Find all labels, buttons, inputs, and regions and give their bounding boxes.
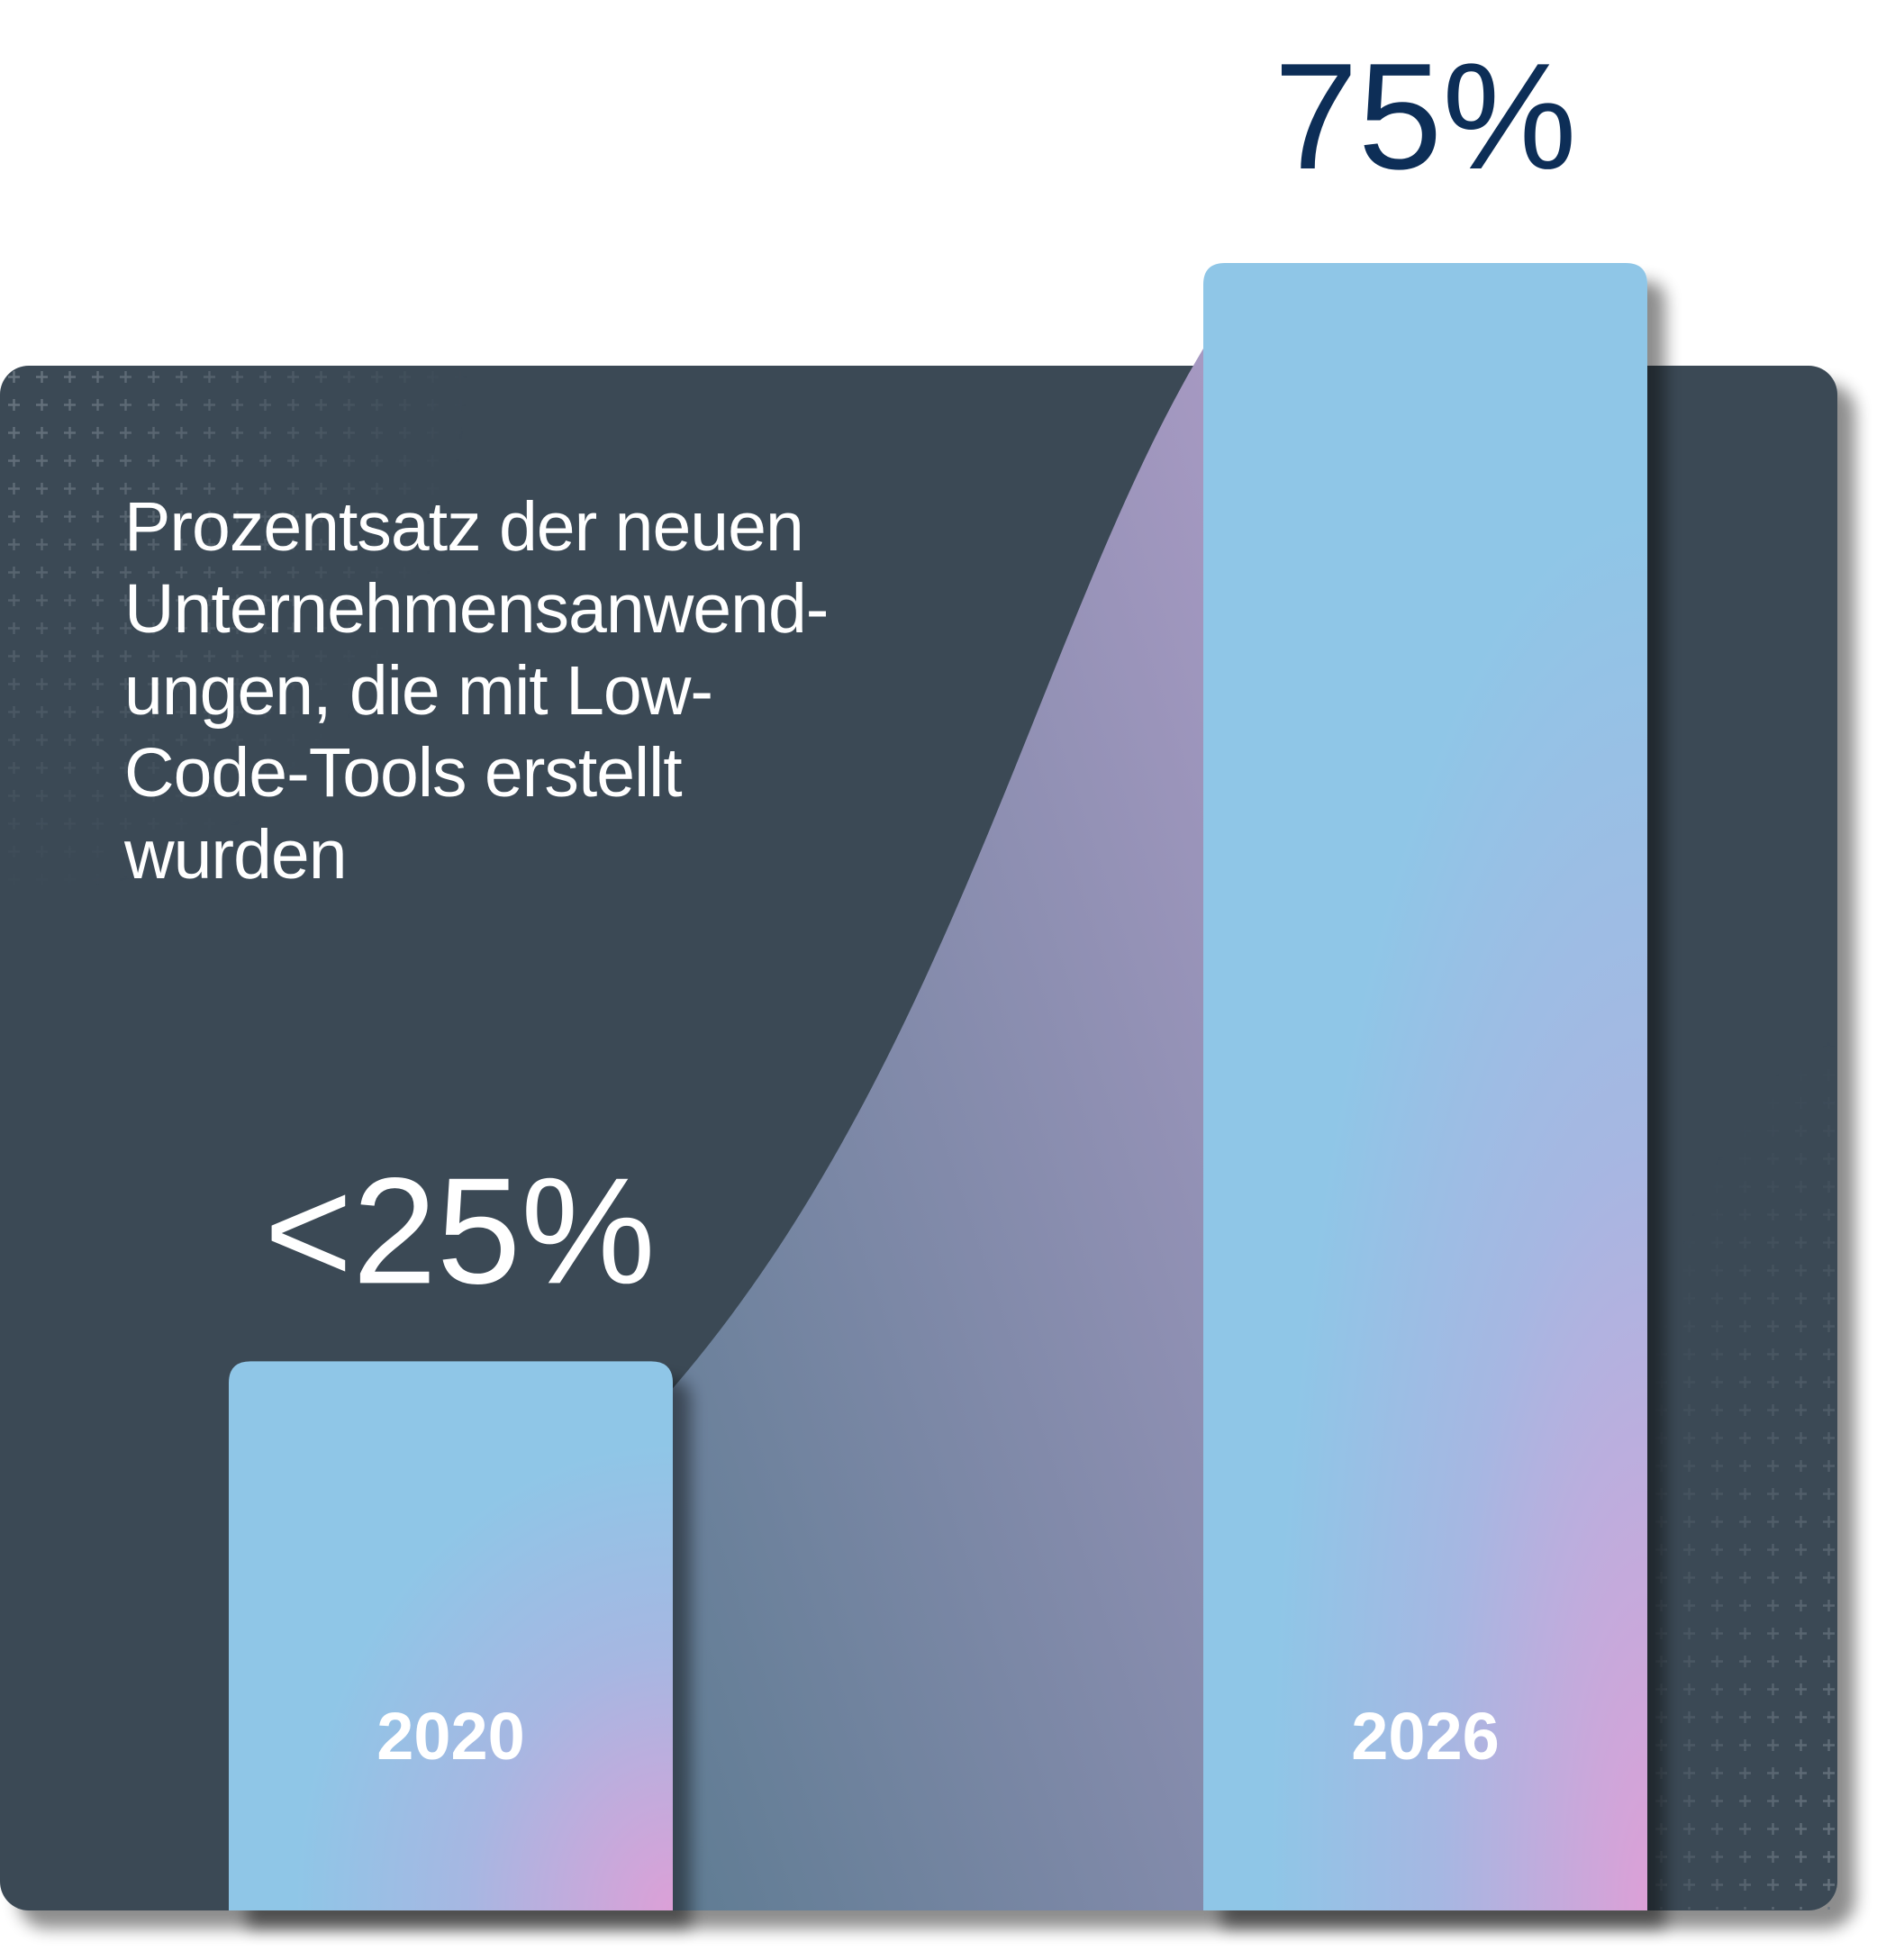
chart-marks: 2020 <25% 2026 75% bbox=[229, 32, 1647, 1910]
value-label-2020: <25% bbox=[264, 1146, 655, 1315]
value-label-2026: 75% bbox=[1274, 32, 1576, 201]
category-label-2026: 2026 bbox=[1351, 1699, 1500, 1774]
growth-curve-area bbox=[673, 348, 1203, 1910]
chart-title: Prozentsatz der neuen Unternehmensanwend… bbox=[124, 488, 829, 894]
plus-pattern-top-left bbox=[0, 366, 468, 906]
bar-2020 bbox=[229, 1361, 673, 1910]
bar-2026 bbox=[1203, 262, 1647, 1910]
category-label-2020: 2020 bbox=[376, 1699, 525, 1774]
